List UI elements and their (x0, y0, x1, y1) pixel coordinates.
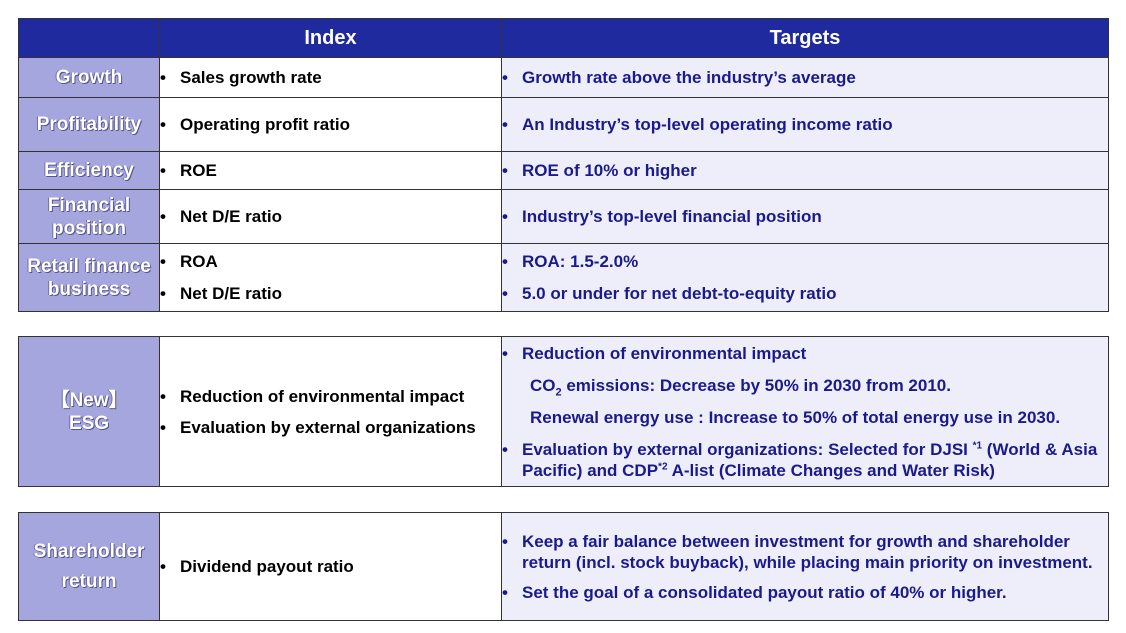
header-index: Index (159, 18, 502, 58)
bullet-icon: • (160, 68, 166, 87)
header-row: Index Targets (18, 18, 1109, 58)
target-cell: • An Industry’s top-level operating incom… (501, 97, 1109, 152)
category-label: return (61, 570, 117, 592)
category-label: business (47, 278, 131, 300)
target-cell: • Growth rate above the industry’s averag… (501, 57, 1109, 98)
category-label: Efficiency (44, 160, 134, 181)
index-item: Net D/E ratio (180, 207, 283, 226)
target-item: Reduction of environmental impact (522, 343, 807, 363)
index-cell: • Operating profit ratio (159, 97, 502, 152)
esg-table: 【New】 ESG • Reduction of environmental im… (18, 336, 1109, 487)
category-label: Growth (55, 67, 123, 88)
target-item: Keep a fair balance between investment f… (522, 531, 1093, 572)
bullet-icon: • (160, 115, 166, 134)
bullet-icon: • (502, 207, 508, 226)
target-item: Set the goal of a consolidated payout ra… (522, 582, 1007, 602)
index-cell: • ROE (159, 151, 502, 190)
bullet-icon: • (502, 115, 508, 134)
bullet-icon: • (160, 386, 166, 406)
target-cell: • ROE of 10% or higher (501, 151, 1109, 190)
bullet-icon: • (160, 417, 166, 437)
evaluation-target: Evaluation by external organizations: Se… (522, 439, 1098, 480)
bullet-icon: • (502, 439, 508, 459)
target-item: ROE of 10% or higher (522, 161, 697, 180)
table-row: Shareholder return • Dividend payout rati… (18, 512, 1109, 621)
index-cell: • Reduction of environmental impact • Eval… (159, 336, 502, 487)
table-row: Growth • Sales growth rate • Growth rate a… (18, 57, 1109, 98)
index-item: Net D/E ratio (180, 284, 283, 303)
table-row: Financial position • Net D/E ratio • Indus… (18, 189, 1109, 244)
category-cell: Retail finance business (18, 243, 160, 312)
category-cell: Growth (18, 57, 160, 98)
table-row: Efficiency • ROE • ROE of 10% or higher (18, 151, 1109, 190)
bullet-icon: • (160, 557, 166, 576)
target-item: ROA: 1.5-2.0% (522, 252, 639, 271)
bullet-icon: • (502, 343, 508, 363)
bullet-icon: • (160, 252, 166, 271)
bullet-icon: • (502, 531, 508, 551)
table-row: 【New】 ESG • Reduction of environmental im… (18, 336, 1109, 487)
index-cell: • ROA • Net D/E ratio (159, 243, 502, 312)
kpi-table: Index Targets Growth • Sales growth rate … (18, 18, 1109, 312)
co2-target: CO2 emissions: Decrease by 50% in 2030 f… (530, 375, 951, 398)
shareholder-table: Shareholder return • Dividend payout rati… (18, 512, 1109, 621)
category-cell: Profitability (18, 97, 160, 152)
header-blank-cell (18, 18, 160, 58)
bullet-icon: • (502, 68, 508, 87)
category-label: ESG (68, 412, 110, 434)
index-item: ROA (180, 252, 218, 271)
bullet-icon: • (502, 582, 508, 602)
target-cell: • ROA: 1.5-2.0% • 5.0 or under for net deb… (501, 243, 1109, 312)
index-item: Sales growth rate (180, 68, 322, 87)
index-item: Reduction of environmental impact (180, 386, 465, 406)
index-item: Evaluation by external organizations (180, 417, 476, 437)
category-label: Financial (47, 194, 131, 216)
table-row: Profitability • Operating profit ratio • A… (18, 97, 1109, 152)
category-cell: Financial position (18, 189, 160, 244)
target-item: Growth rate above the industry’s average (522, 68, 856, 87)
target-cell: • Keep a fair balance between investment … (501, 512, 1109, 621)
category-label: Profitability (36, 114, 142, 135)
table-row: Retail finance business • ROA • Net D/E ra… (18, 243, 1109, 312)
index-item: Dividend payout ratio (180, 557, 354, 576)
category-label: 【New】 (50, 389, 128, 411)
category-label: Retail finance (27, 255, 151, 277)
index-item: ROE (180, 161, 217, 180)
category-label: Shareholder (33, 540, 145, 562)
header-targets: Targets (501, 18, 1109, 58)
index-cell: • Sales growth rate (159, 57, 502, 98)
target-cell: • Reduction of environmental impact CO2 e… (501, 336, 1109, 487)
index-cell: • Net D/E ratio (159, 189, 502, 244)
category-cell: Shareholder return (18, 512, 160, 621)
index-cell: • Dividend payout ratio (159, 512, 502, 621)
target-item: 5.0 or under for net debt-to-equity rati… (522, 284, 837, 303)
bullet-icon: • (502, 284, 508, 303)
bullet-icon: • (160, 284, 166, 303)
index-item: Operating profit ratio (180, 115, 350, 134)
renewal-target: Renewal energy use : Increase to 50% of … (530, 407, 1061, 427)
bullet-icon: • (502, 252, 508, 271)
bullet-icon: • (502, 161, 508, 180)
target-item: An Industry’s top-level operating income… (522, 115, 893, 134)
bullet-icon: • (160, 161, 166, 180)
category-label: position (52, 217, 126, 239)
target-cell: • Industry’s top-level financial position (501, 189, 1109, 244)
category-cell: Efficiency (18, 151, 160, 190)
category-cell: 【New】 ESG (18, 336, 160, 487)
bullet-icon: • (160, 207, 166, 226)
target-item: Industry’s top-level financial position (522, 207, 822, 226)
